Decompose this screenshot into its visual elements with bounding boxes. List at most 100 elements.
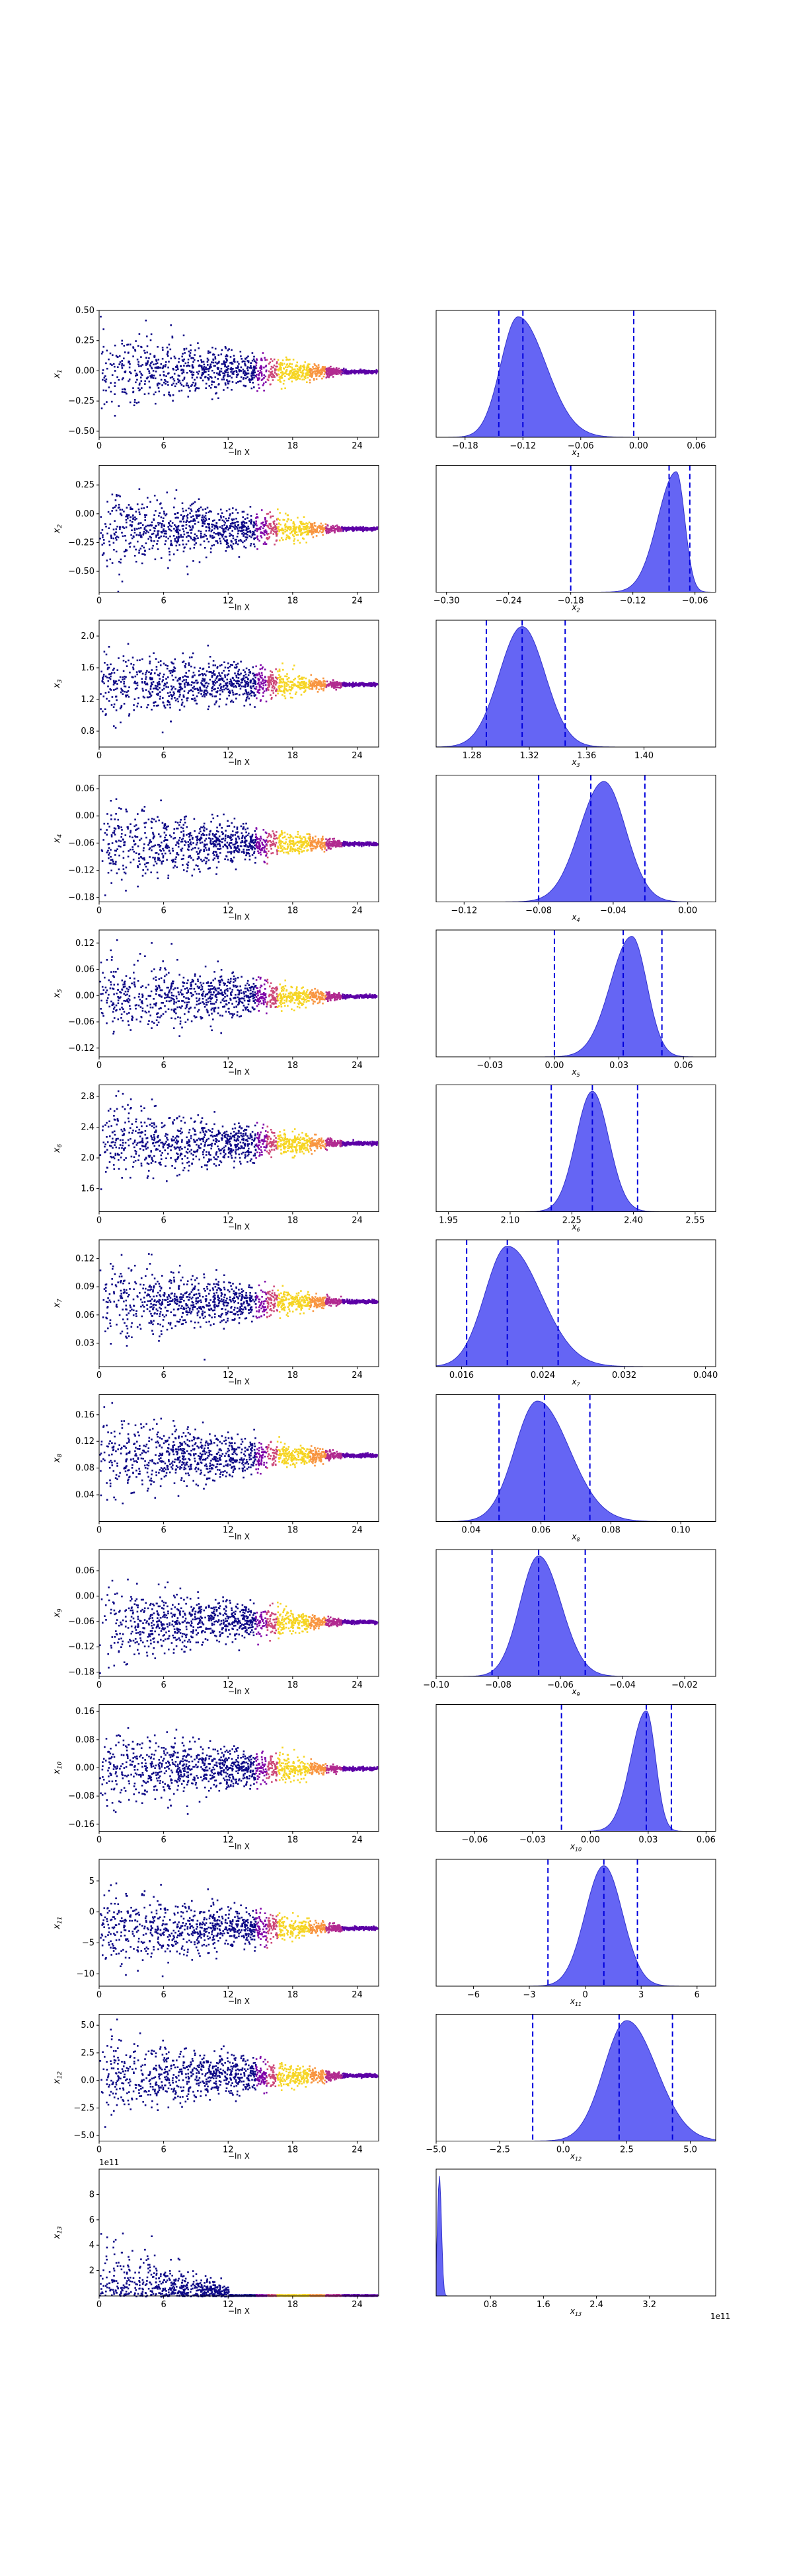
trace-point [249, 703, 251, 706]
trace-point [270, 698, 273, 700]
trace-point [126, 507, 128, 509]
trace-point [283, 686, 286, 688]
trace-point [194, 666, 196, 669]
trace-point [167, 686, 169, 688]
trace-point [317, 526, 320, 528]
trace-point [346, 528, 348, 530]
trace-point [285, 675, 288, 678]
trace-point [353, 529, 355, 532]
trace-point [254, 366, 256, 368]
trace-point [235, 846, 237, 849]
trace-point [170, 698, 173, 700]
trace-point [283, 681, 285, 684]
trace-point [248, 859, 251, 861]
trace-point [204, 696, 206, 698]
trace-point [308, 679, 311, 682]
trace-point [287, 519, 289, 520]
trace-point [270, 358, 272, 360]
trace-point [150, 695, 152, 697]
trace-point [199, 828, 201, 830]
posterior-xtick-label: 1.40 [634, 751, 654, 761]
trace-point [208, 867, 210, 870]
trace-point [137, 697, 139, 699]
trace-point [363, 685, 365, 688]
trace-point [236, 693, 238, 695]
trace-point [256, 548, 258, 550]
trace-point [108, 544, 111, 546]
trace-point [211, 832, 214, 835]
trace-point [192, 694, 194, 696]
trace-point [170, 688, 173, 691]
trace-point [171, 336, 174, 338]
trace-point [312, 682, 314, 684]
trace-point [247, 355, 249, 357]
trace-point [331, 527, 333, 529]
trace-point [247, 674, 250, 676]
trace-point [260, 379, 263, 381]
trace-point [245, 522, 248, 524]
trace-point [161, 346, 164, 349]
trace-point [243, 521, 245, 523]
trace-point [270, 679, 272, 681]
trace-point [330, 527, 332, 529]
trace-point [157, 694, 159, 696]
trace-point [305, 677, 307, 680]
trace-point [157, 530, 160, 532]
trace-point [293, 678, 295, 681]
trace-point [118, 355, 121, 357]
trace-point [229, 532, 231, 535]
trace-point [280, 371, 282, 374]
trace-point [245, 843, 247, 846]
trace-point [137, 827, 139, 830]
trace-point [160, 531, 163, 533]
trace-point [159, 382, 161, 385]
trace-point [295, 370, 297, 373]
trace-point [194, 544, 196, 546]
trace-point [114, 818, 116, 820]
trace-point [168, 391, 170, 394]
trace-point [200, 376, 202, 378]
trace-point [178, 686, 181, 688]
trace-point [107, 680, 110, 682]
trace-point [182, 369, 184, 371]
trace-point [252, 678, 254, 680]
trace-point [211, 676, 213, 678]
trace-point [223, 528, 225, 530]
trace-point [328, 373, 330, 375]
trace-point [247, 684, 250, 686]
trace-point [163, 684, 165, 687]
trace-point [215, 677, 217, 680]
trace-point [152, 833, 155, 836]
trace-point [262, 847, 265, 849]
trace-point [157, 857, 159, 859]
trace-point [186, 513, 189, 516]
trace-point [352, 528, 354, 531]
trace-point [189, 390, 191, 392]
trace-point [175, 526, 178, 529]
trace-point [176, 828, 179, 830]
trace-point [260, 522, 262, 524]
trace-point [138, 527, 140, 530]
trace-point [282, 371, 283, 373]
trace-point [137, 866, 139, 869]
trace-point [104, 375, 106, 377]
trace-point [239, 380, 241, 382]
trace-point [152, 837, 155, 840]
trace-point [273, 523, 276, 525]
trace-point [253, 355, 255, 358]
trace-point [153, 495, 156, 497]
trace-point [222, 534, 224, 536]
trace-ytick-label: 0.00 [75, 509, 94, 519]
trace-point [129, 671, 131, 674]
trace-point [246, 696, 249, 698]
trace-point [128, 504, 130, 506]
trace-point [178, 529, 181, 532]
trace-point [250, 536, 252, 538]
trace-point [203, 859, 205, 861]
trace-point [252, 382, 254, 384]
trace-point [132, 347, 135, 349]
trace-point [213, 532, 215, 534]
trace-point [188, 365, 191, 367]
trace-xlabel: −ln X [228, 758, 250, 767]
